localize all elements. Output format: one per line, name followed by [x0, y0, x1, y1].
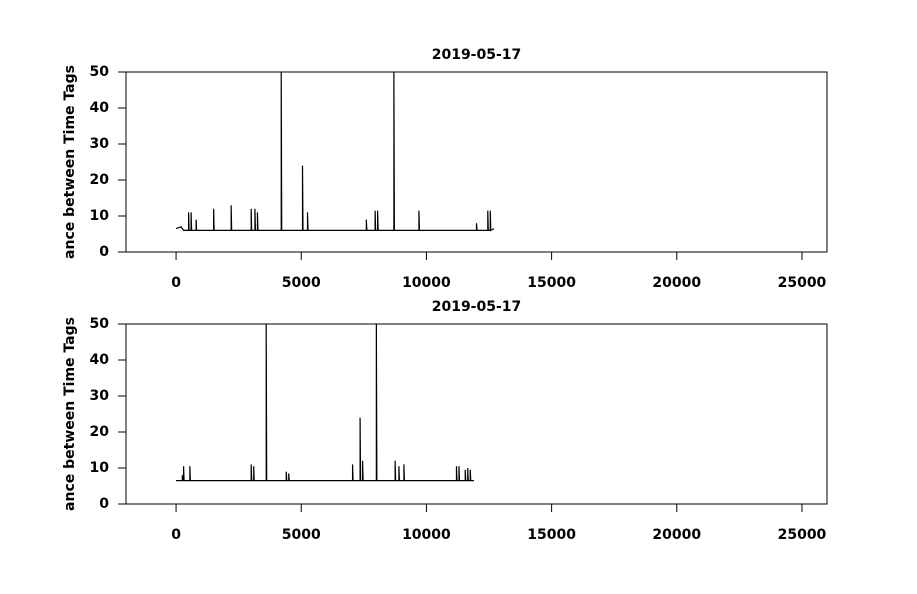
x-tick-label: 0 [171, 275, 181, 291]
x-tick-label: 5000 [282, 527, 321, 543]
x-tick-label: 10000 [402, 275, 451, 291]
x-tick-label: 25000 [778, 275, 827, 291]
x-tick-label: 15000 [527, 527, 576, 543]
y-tick-label: 20 [90, 172, 110, 188]
x-tick-label: 20000 [652, 275, 701, 291]
y-tick-label: 40 [90, 100, 110, 116]
y-axis-label: ance between Time Tags [62, 317, 78, 511]
x-tick-label: 0 [171, 527, 181, 543]
data-line [175, 71, 495, 232]
x-tick-label: 25000 [778, 527, 827, 543]
plot-frame [125, 323, 828, 505]
y-axis-label: ance between Time Tags [62, 65, 78, 259]
y-tick-label: 20 [90, 424, 110, 440]
y-tick-label: 0 [99, 244, 109, 260]
x-tick-label: 5000 [282, 275, 321, 291]
y-tick-label: 30 [90, 136, 110, 152]
x-tick-label: 15000 [527, 275, 576, 291]
x-tick-label: 10000 [402, 527, 451, 543]
y-tick-label: 10 [90, 208, 110, 224]
plot-frame [125, 71, 828, 253]
y-tick-label: 50 [90, 316, 110, 332]
y-tick-label: 30 [90, 388, 110, 404]
x-tick-label: 20000 [652, 527, 701, 543]
chart-title: 2019-05-17 [432, 47, 522, 63]
y-tick-label: 10 [90, 460, 110, 476]
data-line [176, 323, 474, 482]
y-tick-label: 40 [90, 352, 110, 368]
y-tick-label: 0 [99, 496, 109, 512]
y-tick-label: 50 [90, 64, 110, 80]
chart-title: 2019-05-17 [432, 299, 522, 315]
